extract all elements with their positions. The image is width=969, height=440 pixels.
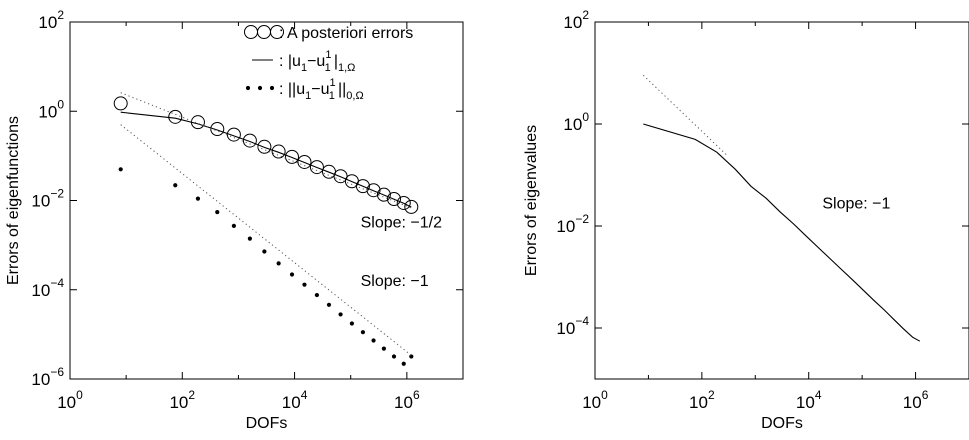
eigenfunctions-panel: 100 102 104 106 10−6 10−4 10−2 100 102 DOFs Errors… xyxy=(5,8,464,432)
axes-frame xyxy=(594,21,969,380)
data-point-circle xyxy=(190,115,205,130)
data-point-circle xyxy=(309,160,324,175)
series-line xyxy=(120,111,412,208)
data-point-circle xyxy=(396,195,411,210)
data-point-dot xyxy=(231,223,236,228)
data-point-dot xyxy=(401,361,406,366)
data-point-dot xyxy=(409,354,414,359)
x-tick-label: 100 xyxy=(57,388,83,412)
data-point-dot xyxy=(360,330,366,335)
legend-entry-text: : |u1−u1 1 |1,Ω xyxy=(279,49,355,74)
data-point-dot xyxy=(302,282,307,287)
x-tick-label: 104 xyxy=(282,388,308,412)
data-point-dot xyxy=(338,312,343,317)
data-point-circle xyxy=(376,187,391,202)
data-point-dot xyxy=(349,321,355,326)
x-tick-label: 102 xyxy=(689,388,715,412)
y-tick-label: 10−4 xyxy=(556,314,589,338)
legend-circle-marker xyxy=(270,25,284,39)
data-point-dot xyxy=(314,292,320,298)
data-point-dot xyxy=(391,354,397,359)
data-point-circle xyxy=(355,179,370,194)
data-point-circle xyxy=(271,144,286,159)
y-tick-label: 100 xyxy=(38,97,64,121)
data-point-circle xyxy=(168,109,183,124)
x-axis-label: DOFs xyxy=(246,415,288,432)
legend-dot-marker xyxy=(245,85,251,91)
data-point-circle xyxy=(386,192,401,207)
x-tick-label: 106 xyxy=(903,388,929,412)
legend-circle-marker xyxy=(257,25,271,39)
reference-slope-line xyxy=(120,92,412,209)
data-point-dot xyxy=(276,261,281,266)
reference-slope-line xyxy=(120,124,412,356)
y-tick-label: 10−2 xyxy=(31,187,64,211)
axes-frame xyxy=(69,21,464,380)
data-point-dot xyxy=(247,236,252,241)
data-point-circle xyxy=(285,149,300,164)
legend-dot-marker xyxy=(257,85,263,91)
x-tick-label: 100 xyxy=(582,388,608,412)
data-point-dot xyxy=(262,249,267,254)
x-tick-label: 104 xyxy=(796,388,822,412)
x-tick-label: 102 xyxy=(169,388,195,412)
legend-dot-marker xyxy=(269,85,275,91)
data-point-circle xyxy=(404,199,419,214)
y-tick-label: 102 xyxy=(38,8,64,32)
legend-entry-text: : ||u1−u1 1 ||0,Ω xyxy=(279,77,364,102)
data-point-circle xyxy=(210,122,225,137)
y-tick-label: 102 xyxy=(563,8,589,32)
data-point-dot xyxy=(118,167,123,172)
series-line xyxy=(643,123,921,342)
y-tick-label: 10−2 xyxy=(556,212,589,236)
slope-annotation: Slope: −1 xyxy=(361,273,429,290)
data-point-circle xyxy=(226,127,241,142)
y-tick-label: 10−6 xyxy=(31,365,64,389)
legend-entry-text: : A posteriori errors xyxy=(279,25,413,42)
data-point-circle xyxy=(257,139,272,154)
eigenvalues-panel: 100 102 104 106 10−4 10−2 100 102 DOFs Errors of … xyxy=(523,8,969,432)
slope-annotation: Slope: −1/2 xyxy=(361,214,443,231)
y-tick-label: 100 xyxy=(563,110,589,134)
reference-slope-line xyxy=(642,74,728,156)
data-point-dot xyxy=(326,302,332,307)
slope-annotation: Slope: −1 xyxy=(822,196,890,213)
data-point-circle xyxy=(242,133,257,148)
legend-circle-marker xyxy=(244,25,258,39)
data-point-dot xyxy=(195,196,201,201)
y-tick-label: 10−4 xyxy=(31,276,64,300)
x-tick-label: 106 xyxy=(394,388,420,412)
data-point-dot xyxy=(173,183,178,188)
data-point-dot xyxy=(371,338,376,343)
y-axis-label: Errors of eigenvalues xyxy=(523,125,540,276)
data-point-dot xyxy=(381,346,386,351)
x-axis-label: DOFs xyxy=(761,415,803,432)
y-axis-label: Errors of eigenfunctions xyxy=(5,116,22,285)
data-point-circle xyxy=(297,154,312,169)
data-point-circle xyxy=(113,96,128,111)
data-point-dot xyxy=(215,209,220,215)
data-point-dot xyxy=(289,272,295,277)
